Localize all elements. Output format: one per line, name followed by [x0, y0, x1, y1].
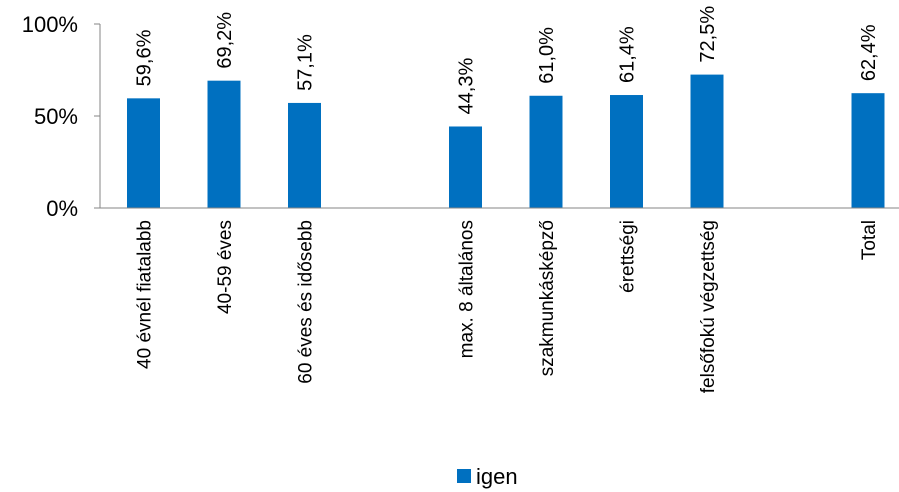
x-tick-label: szakmunkásképző [537, 220, 558, 376]
data-label: 57,1% [295, 34, 317, 91]
bar [449, 126, 482, 208]
y-axis: 0% 50% 100% [22, 12, 101, 221]
y-tick-label: 50% [34, 104, 78, 129]
legend: igen [457, 464, 518, 489]
legend-label: igen [476, 464, 518, 489]
category-labels: 40 évnél fiatalabb 40-59 éves 60 éves és i… [135, 220, 881, 393]
x-tick-label: 40-59 éves [215, 220, 236, 314]
data-label: 62,4% [858, 24, 880, 81]
data-label: 59,6% [134, 29, 156, 86]
y-tick-label: 100% [22, 12, 78, 37]
bar [207, 80, 241, 208]
x-tick-label: felsőfokú végzettség [698, 220, 719, 393]
x-tick-label: 40 évnél fiatalabb [135, 220, 156, 369]
data-label: 61,4% [617, 26, 639, 83]
x-tick-label: Total [859, 220, 880, 260]
x-tick-label: érettségi [618, 220, 639, 293]
x-tick-label: 60 éves és idősebb [296, 220, 317, 384]
data-labels: 59,6% 69,2% 57,1% 44,3% 61,0% 61,4% 72,5% 62,4% [134, 6, 881, 115]
bar [288, 102, 321, 208]
bar [529, 95, 563, 208]
bar [851, 93, 885, 208]
data-label: 61,0% [536, 27, 558, 84]
bar [690, 74, 724, 208]
y-tick-label: 0% [46, 196, 78, 221]
data-label: 69,2% [214, 12, 236, 69]
data-label: 44,3% [456, 58, 478, 115]
bar [127, 98, 160, 208]
bar [610, 95, 643, 208]
data-label: 72,5% [697, 6, 719, 63]
x-tick-label: max. 8 általános [457, 220, 478, 358]
bars [127, 74, 885, 208]
legend-swatch [457, 469, 471, 483]
